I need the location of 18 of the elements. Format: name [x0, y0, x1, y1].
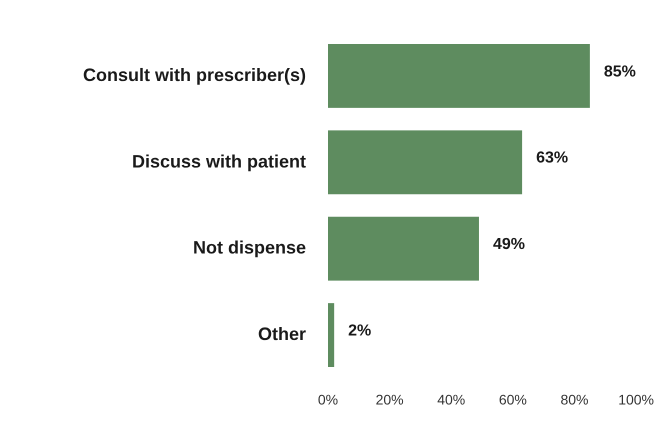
- bar: [328, 44, 590, 108]
- data-label: 85%: [604, 63, 636, 80]
- data-label: 63%: [536, 150, 568, 167]
- x-tick-label: 100%: [618, 391, 654, 408]
- bar: [328, 130, 522, 194]
- x-tick-label: 40%: [437, 391, 466, 408]
- x-tick-label: 20%: [376, 391, 404, 408]
- y-tick-label: Other: [258, 324, 306, 344]
- data-label: 2%: [348, 322, 372, 340]
- data-label: 49%: [492, 236, 525, 254]
- y-tick-label: Consult with prescriber(s): [82, 64, 306, 85]
- x-tick-label: 80%: [560, 391, 588, 408]
- y-tick-label: Not dispense: [192, 238, 306, 258]
- y-tick-label: Discuss with patient: [132, 151, 306, 172]
- bar: [328, 303, 334, 367]
- x-tick-label: 0%: [318, 391, 338, 408]
- x-tick-label: 60%: [498, 391, 527, 408]
- bar: [328, 216, 479, 281]
